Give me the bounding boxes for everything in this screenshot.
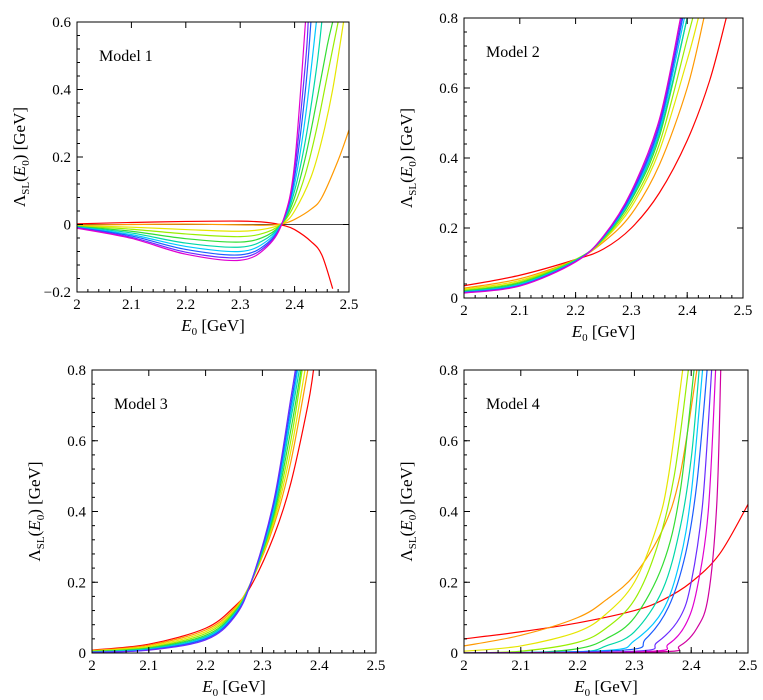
y-tick-label: 0.4 bbox=[439, 151, 458, 167]
curves bbox=[77, 22, 349, 289]
series-line-c1 bbox=[464, 18, 727, 287]
series-line-c3 bbox=[77, 22, 345, 232]
x-axis-label: E0 [GeV] bbox=[180, 316, 245, 338]
y-axis-label: ΛSL(E0) [GeV] bbox=[397, 461, 419, 561]
x-tick-label: 2.5 bbox=[367, 658, 386, 674]
x-axis-label: E0 [GeV] bbox=[571, 322, 636, 344]
y-tick-label: 0 bbox=[451, 646, 459, 662]
y-axis-label: ΛSL(E0) [GeV] bbox=[397, 108, 419, 208]
curves bbox=[464, 18, 727, 294]
y-tick-label: 0 bbox=[64, 218, 72, 234]
panel-title: Model 2 bbox=[486, 44, 540, 61]
y-tick-label: 0.4 bbox=[52, 83, 71, 99]
series-line-c7 bbox=[77, 22, 317, 253]
series-line-c3 bbox=[464, 18, 699, 290]
y-tick-label: 0.6 bbox=[52, 15, 71, 31]
x-tick-label: 2.2 bbox=[176, 297, 195, 313]
series-line-c10 bbox=[77, 22, 307, 262]
series-line-c9 bbox=[77, 22, 309, 259]
x-tick-label: 2.4 bbox=[682, 658, 701, 674]
x-tick-label: 2.1 bbox=[510, 303, 529, 319]
series-line-c9 bbox=[92, 370, 296, 653]
x-tick-label: 2.2 bbox=[568, 658, 587, 674]
panel-model-3: 2 2.1 2.2 2.3 2.4 2.5 0 0.2 0.4 0.6 0.8 Model 3 E0 [… bbox=[25, 363, 385, 699]
y-tick-label: 0.6 bbox=[439, 434, 458, 450]
y-tick-label: 0.8 bbox=[439, 11, 458, 27]
y-tick-label: 0.6 bbox=[67, 434, 86, 450]
x-tick-label: 2.4 bbox=[678, 303, 697, 319]
x-tick-label: 2.1 bbox=[122, 297, 141, 313]
x-axis-label: E0 [GeV] bbox=[573, 677, 638, 699]
x-tick-label: 2 bbox=[88, 658, 96, 674]
x-tick-label: 2.5 bbox=[739, 658, 758, 674]
panel-title: Model 3 bbox=[114, 396, 168, 413]
curves bbox=[92, 370, 315, 653]
series-line-c1 bbox=[77, 220, 334, 289]
series-line-c8 bbox=[464, 370, 708, 653]
x-tick-label: 2.3 bbox=[253, 658, 272, 674]
x-tick-label: 2.1 bbox=[511, 658, 530, 674]
y-tick-label: 0.2 bbox=[439, 575, 458, 591]
x-tick-label: 2.3 bbox=[231, 297, 250, 313]
y-axis-label: ΛSL(E0) [GeV] bbox=[10, 107, 32, 207]
y-tick-label: 0.4 bbox=[439, 505, 458, 521]
y-axis-label: ΛSL(E0) [GeV] bbox=[25, 461, 47, 561]
x-tick-label: 2.4 bbox=[285, 297, 304, 313]
y-tick-label: 0.2 bbox=[439, 221, 458, 237]
panel-model-4: 2 2.1 2.2 2.3 2.4 2.5 0 0.2 0.4 0.6 0.8 Model 4 E0 [… bbox=[397, 363, 757, 699]
series-line-c2 bbox=[464, 370, 698, 647]
series-line-c8 bbox=[77, 22, 312, 256]
x-tick-label: 2.3 bbox=[625, 658, 644, 674]
y-tick-label: 0.4 bbox=[67, 505, 86, 521]
x-tick-label: 2.5 bbox=[340, 297, 359, 313]
series-line-c10 bbox=[464, 18, 682, 294]
y-tick-label: 0.6 bbox=[439, 81, 458, 97]
panel-model-1: 2 2.1 2.2 2.3 2.4 2.5 −0.2 0 0.2 0.4 0.6 Model 1 E0 … bbox=[10, 15, 358, 338]
y-tick-label: −0.2 bbox=[44, 285, 71, 301]
series-line-c1 bbox=[464, 504, 748, 640]
y-tick-label: 0 bbox=[451, 291, 459, 307]
x-tick-label: 2 bbox=[73, 297, 81, 313]
x-tick-label: 2.2 bbox=[196, 658, 215, 674]
y-tick-label: 0.2 bbox=[52, 150, 71, 166]
y-tick-label: 0.8 bbox=[439, 363, 458, 379]
panel-title: Model 4 bbox=[486, 396, 540, 413]
series-line-c4 bbox=[464, 370, 689, 653]
y-tick-label: 0.8 bbox=[67, 363, 86, 379]
x-tick-label: 2.2 bbox=[566, 303, 585, 319]
series-line-c3 bbox=[464, 370, 684, 652]
panel-title: Model 1 bbox=[99, 48, 153, 65]
x-tick-label: 2 bbox=[460, 303, 468, 319]
y-tick-label: 0.2 bbox=[67, 575, 86, 591]
x-tick-label: 2 bbox=[460, 658, 468, 674]
panel-model-2: 2 2.1 2.2 2.3 2.4 2.5 0 0.2 0.4 0.6 0.8 Model 2 E0 [… bbox=[397, 11, 752, 344]
x-tick-label: 2.1 bbox=[139, 658, 158, 674]
series-line-c1 bbox=[92, 370, 315, 651]
x-tick-label: 2.5 bbox=[734, 303, 753, 319]
x-axis-label: E0 [GeV] bbox=[201, 677, 266, 699]
x-tick-label: 2.3 bbox=[622, 303, 641, 319]
x-tick-label: 2.4 bbox=[310, 658, 329, 674]
series-line-c4 bbox=[464, 18, 694, 291]
y-tick-label: 0 bbox=[79, 646, 87, 662]
series-line-c2 bbox=[464, 18, 705, 289]
